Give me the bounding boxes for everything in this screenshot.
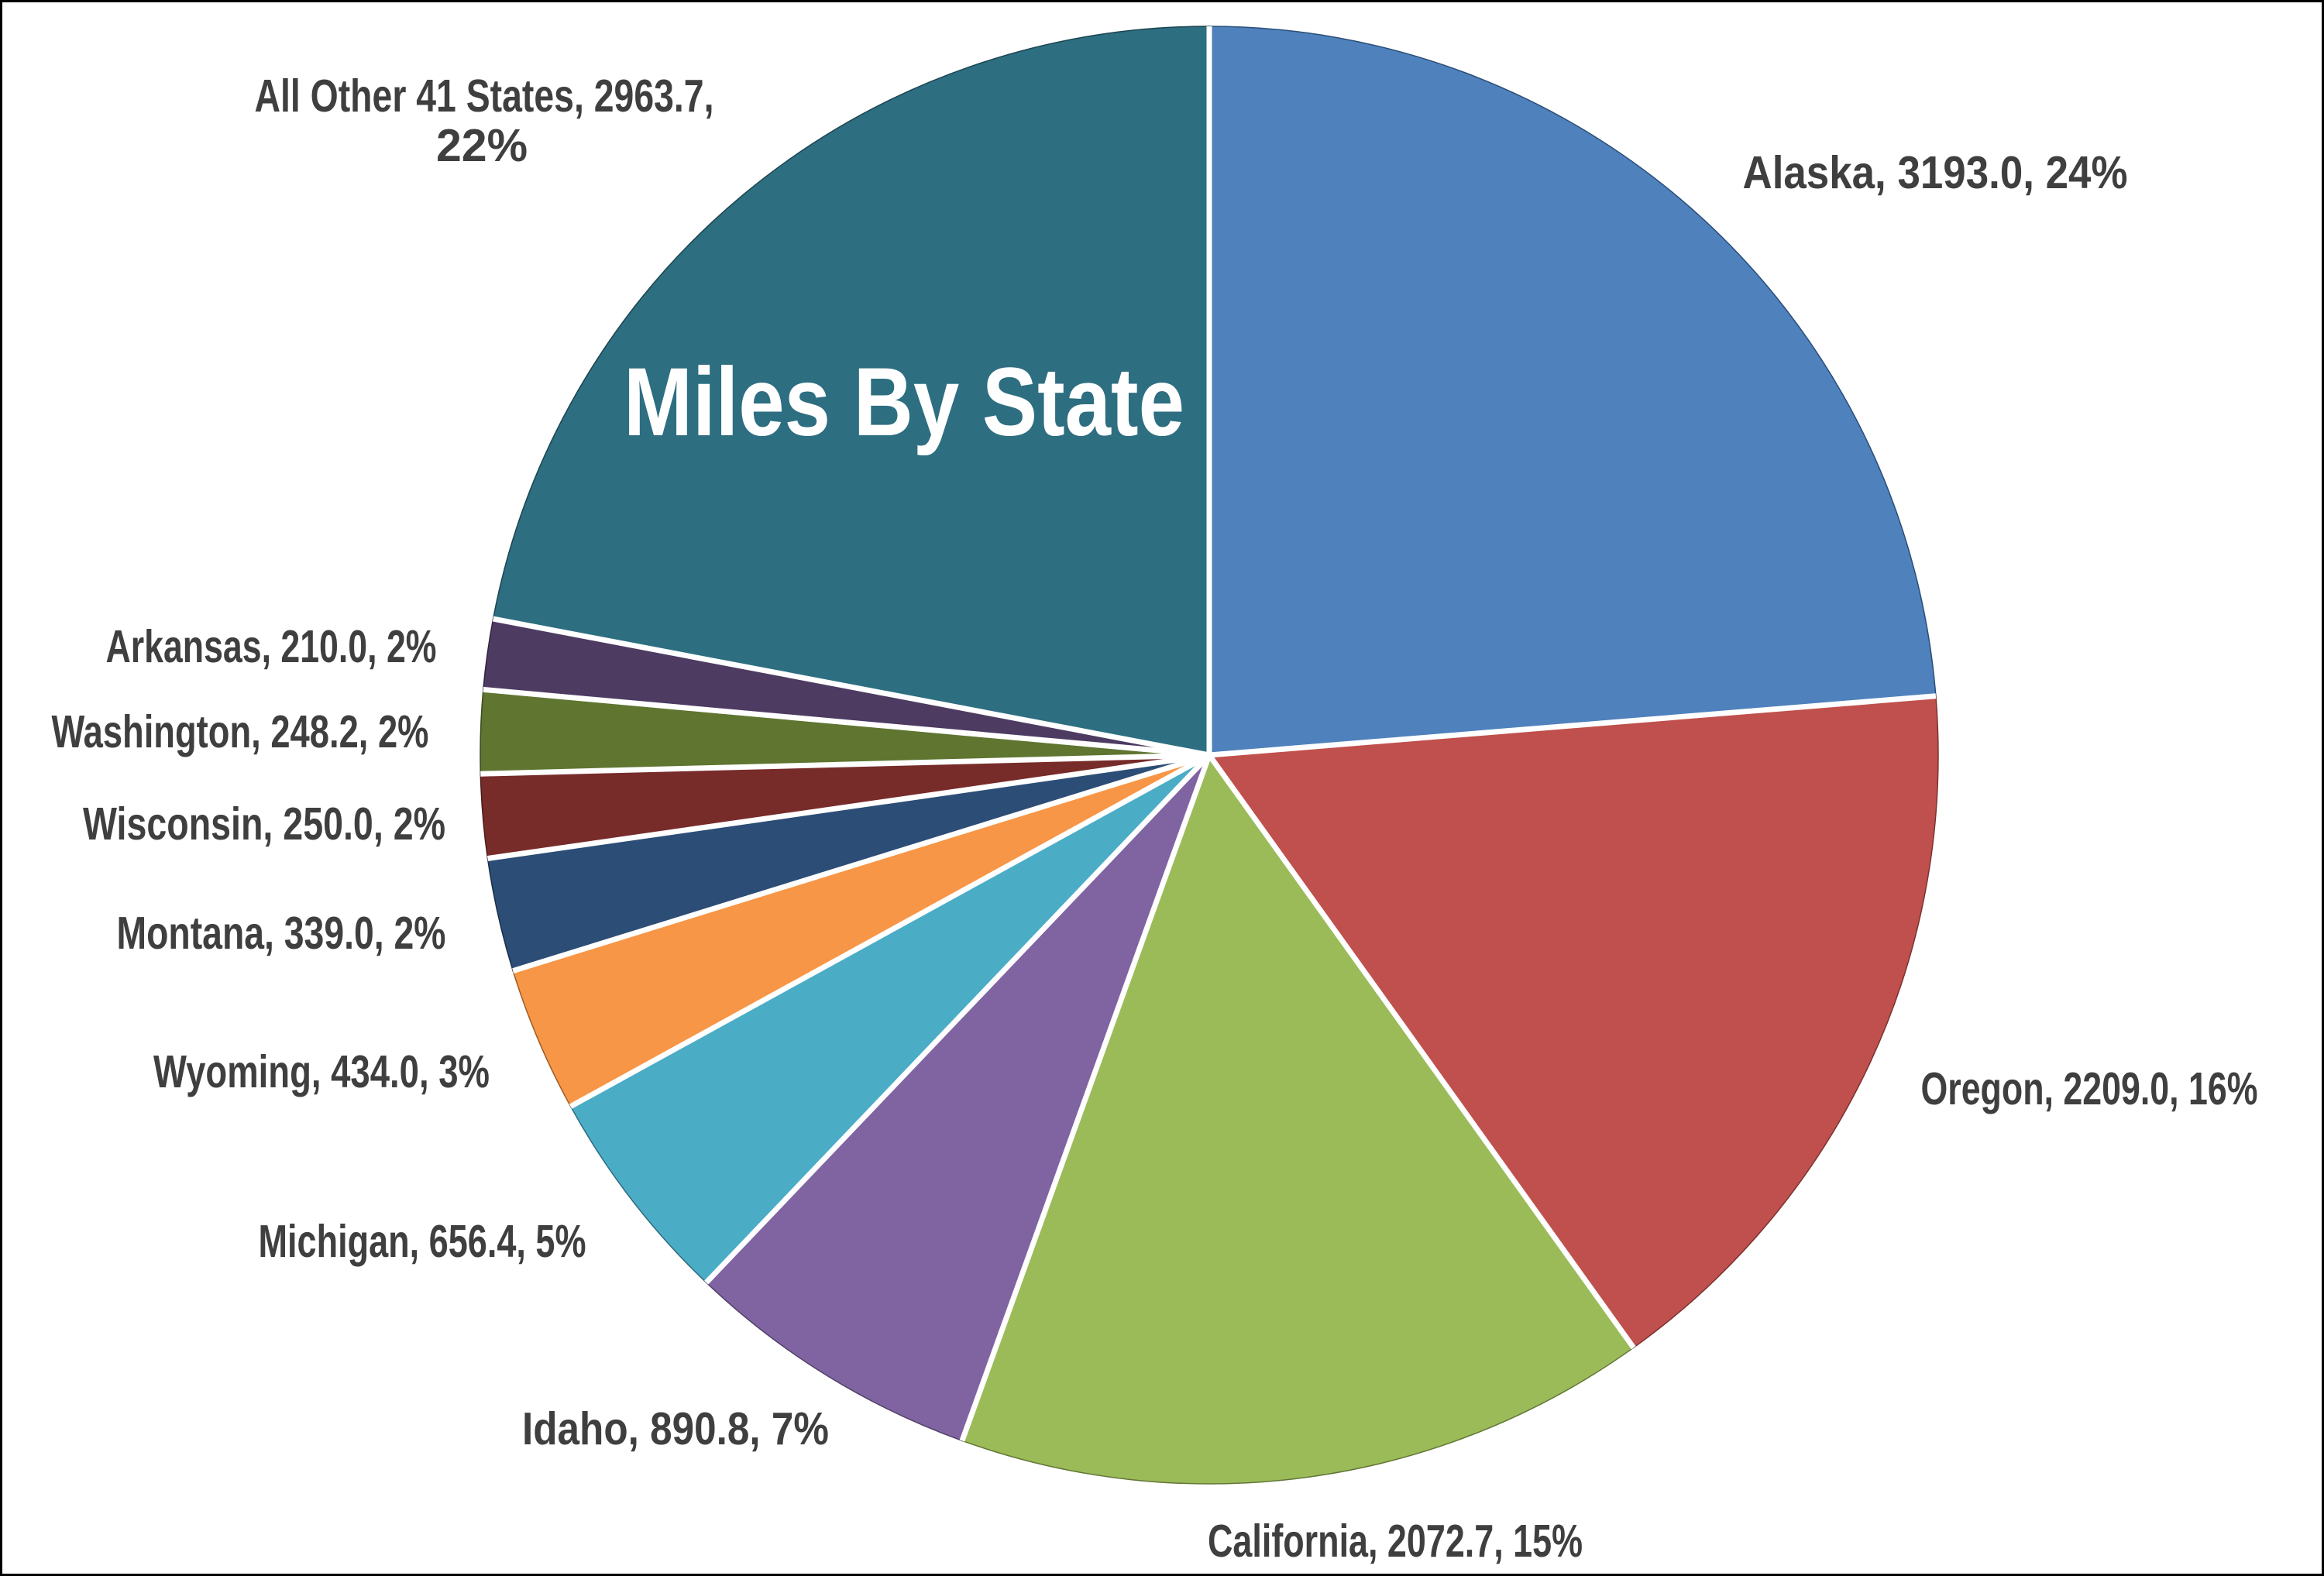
svg-text:Montana, 339.0, 2%: Montana, 339.0, 2% bbox=[117, 908, 446, 959]
svg-text:California, 2072.7, 15%: California, 2072.7, 15% bbox=[1208, 1516, 1583, 1567]
svg-text:Oregon, 2209.0, 16%: Oregon, 2209.0, 16% bbox=[1921, 1063, 2258, 1114]
svg-text:Michigan, 656.4, 5%: Michigan, 656.4, 5% bbox=[259, 1216, 586, 1267]
svg-text:Washington, 248.2, 2%: Washington, 248.2, 2% bbox=[52, 706, 429, 757]
svg-text:22%: 22% bbox=[436, 120, 528, 171]
svg-text:Idaho, 890.8, 7%: Idaho, 890.8, 7% bbox=[522, 1403, 829, 1454]
svg-text:Wisconsin, 250.0, 2%: Wisconsin, 250.0, 2% bbox=[83, 798, 445, 850]
svg-text:Miles By State: Miles By State bbox=[624, 349, 1184, 456]
svg-text:All Other 41 States, 2963.7,: All Other 41 States, 2963.7, bbox=[255, 70, 714, 122]
svg-text:Arkansas, 210.0, 2%: Arkansas, 210.0, 2% bbox=[106, 621, 437, 672]
svg-text:Wyoming, 434.0, 3%: Wyoming, 434.0, 3% bbox=[153, 1046, 490, 1097]
svg-text:Alaska, 3193.0, 24%: Alaska, 3193.0, 24% bbox=[1743, 147, 2128, 198]
